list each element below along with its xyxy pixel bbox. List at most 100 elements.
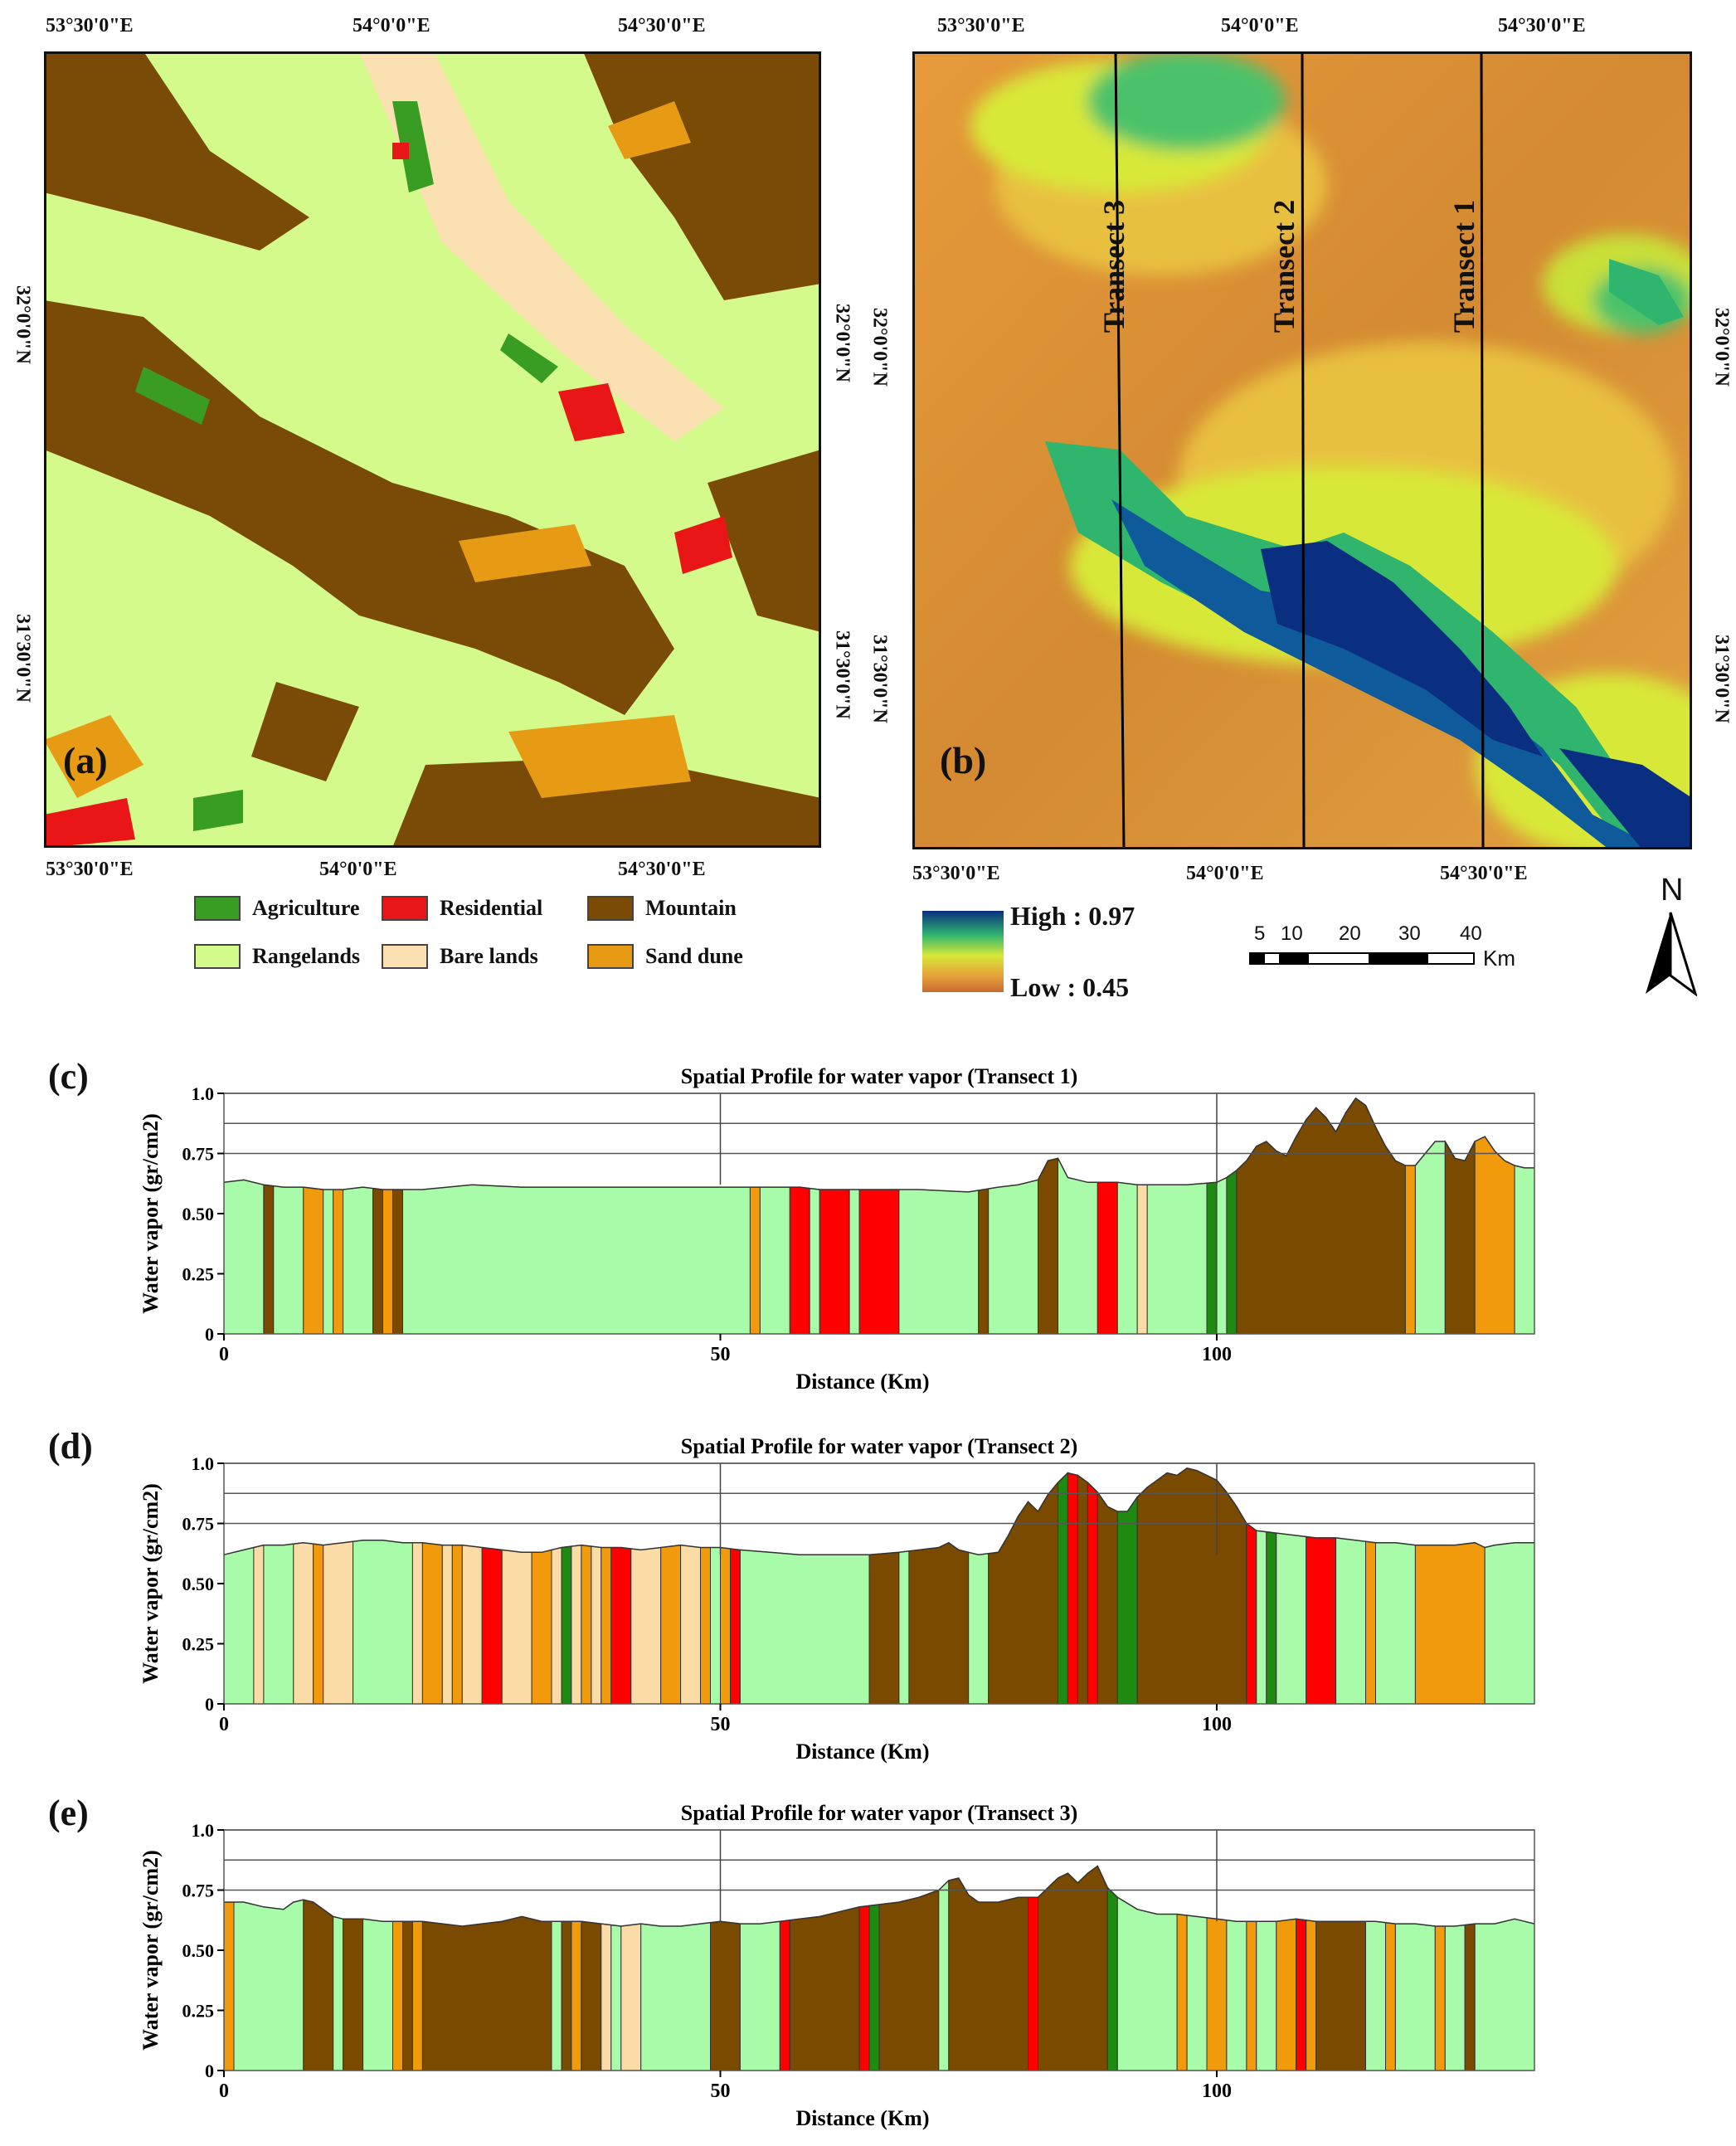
map-b-bottom-lon-tick-1: 53°30'0"E [912, 863, 1000, 884]
profile-segment-mountain [581, 1920, 602, 2071]
profile-line [223, 1467, 1534, 1555]
profile-segment-mountain [988, 1481, 1058, 1705]
chart-e-section-label: (e) [48, 1793, 89, 1833]
profile-segment-sand-dune [1306, 1920, 1317, 2071]
profile-segment-sand-dune [1385, 1922, 1396, 2071]
profile-segment-rangelands [551, 1920, 562, 2071]
profile-segment-residential [730, 1548, 741, 1705]
legend-rangelands: Rangelands [194, 944, 360, 969]
y-tick-label: 0 [205, 1694, 214, 1715]
profile-segment-agriculture [1206, 1181, 1218, 1335]
x-tick-label: 100 [1202, 1714, 1232, 1735]
profile-segment-bare-lands [1136, 1184, 1148, 1335]
x-axis-label: Distance (Km) [795, 1370, 929, 1394]
profile-segment-residential [819, 1189, 850, 1335]
legend-agriculture: Agriculture [194, 896, 360, 921]
legend-mountain-label: Mountain [645, 896, 737, 920]
profile-segment-sand-dune [571, 1920, 582, 2071]
chart-title: Spatial Profile for water vapor (Transec… [681, 1434, 1078, 1458]
y-tick-label: 1.0 [192, 1083, 215, 1104]
profile-segment-rangelands [1226, 1920, 1247, 2071]
profile-segment-residential [610, 1547, 632, 1705]
profile-segment-rangelands [739, 1920, 780, 2071]
legend-rangelands-swatch [194, 944, 241, 969]
profile-segment-sand-dune [1434, 1925, 1446, 2071]
profile-segment-residential [1067, 1472, 1078, 1705]
water-vapor-map [912, 51, 1692, 849]
profile-segment-rangelands [759, 1186, 790, 1335]
profile-segment-agriculture [868, 1904, 880, 2071]
profile-segment-mountain [1038, 1865, 1108, 2071]
profile-segment-sand-dune [581, 1545, 592, 1705]
legend-sand-dune-label: Sand dune [645, 944, 743, 968]
profile-segment-rangelands [1335, 1537, 1366, 1705]
profile-segment-sand-dune [531, 1549, 552, 1705]
x-axis-label: Distance (Km) [795, 2106, 929, 2130]
profile-segment-rangelands [809, 1188, 820, 1335]
profile-segment-rangelands [1216, 1176, 1228, 1335]
colorbar-low-label: Low : 0.45 [1010, 972, 1130, 1002]
profile-segment-rangelands [1146, 1182, 1208, 1335]
profile-segment-rangelands [1514, 1165, 1535, 1335]
profile-segment-sand-dune [700, 1547, 711, 1705]
profile-segment-rangelands [1394, 1923, 1436, 2071]
legend-residential: Residential [382, 896, 542, 921]
y-tick-label: 1.0 [192, 1453, 215, 1474]
north-arrow-icon [1646, 912, 1697, 997]
profile-segment-residential [1097, 1181, 1118, 1335]
legend-residential-label: Residential [440, 896, 543, 920]
profile-segment-sand-dune [223, 1901, 235, 2071]
map-b-top-lon-tick-1: 53°30'0"E [937, 15, 1025, 36]
y-tick-label: 0.50 [182, 1204, 215, 1224]
chart-d-section-label: (d) [48, 1426, 93, 1467]
profile-segment-sand-dune [1206, 1917, 1228, 2071]
chart-d-transect-2: Spatial Profile for water vapor (Transec… [139, 1434, 1535, 1764]
map-b-top-lon-tick-2: 54°0'0"E [1221, 15, 1299, 36]
profile-segment-rangelands [1116, 1896, 1178, 2071]
profile-segment-bare-lands [620, 1923, 642, 2071]
profile-segment-bare-lands [253, 1544, 265, 1705]
legend-residential-swatch [382, 896, 428, 921]
profile-segment-sand-dune [660, 1545, 682, 1705]
profile-segment-mountain [1315, 1920, 1366, 2071]
profile-segment-sand-dune [1365, 1540, 1376, 1705]
y-tick-label: 0.75 [182, 1881, 215, 1901]
scalebar-tick-10: 10 [1281, 922, 1303, 945]
map-a-bottom-lon-tick-2: 54°0'0"E [319, 859, 397, 880]
map-b-label: (b) [940, 739, 987, 781]
profile-segment-rangelands [1116, 1181, 1138, 1335]
profile-segment-sand-dune [392, 1920, 403, 2071]
profile-segment-rangelands [333, 1915, 344, 2071]
profile-segment-rangelands [710, 1547, 721, 1705]
map-a-bottom-lon-tick-1: 53°30'0"E [46, 859, 134, 880]
map-a-label: (a) [63, 739, 108, 781]
map-a-top-lon-tick-1: 53°30'0"E [46, 15, 134, 36]
profile-segment-rangelands [263, 1543, 294, 1705]
x-tick-label: 100 [1202, 2080, 1232, 2102]
profile-segment-sand-dune [1414, 1542, 1486, 1705]
profile-segment-sand-dune [421, 1542, 443, 1705]
map-b-top-lon-tick-3: 54°30'0"E [1498, 15, 1586, 36]
profile-segment-rangelands [640, 1922, 711, 2071]
transect-2-label: Transect 2 [1267, 199, 1301, 333]
map-b-right-lat-tick-2: 31°30'0"N [1710, 635, 1733, 723]
profile-segment-bare-lands [571, 1545, 582, 1705]
x-tick-label: 100 [1202, 1344, 1232, 1365]
y-tick-label: 0.50 [182, 1574, 215, 1594]
profile-segment-residential [1246, 1522, 1257, 1705]
profile-segment-rangelands [1276, 1532, 1307, 1705]
profile-segment-rangelands [223, 1179, 265, 1335]
profile-segment-residential [1087, 1482, 1098, 1705]
profile-segment-rangelands [223, 1546, 255, 1705]
map-a-right-lat-tick-1: 32°0'0"N [831, 304, 853, 382]
profile-segment-mountain [372, 1188, 383, 1335]
profile-segment-mountain [1136, 1467, 1247, 1705]
map-a-top-lon-tick-2: 54°0'0"E [353, 15, 430, 36]
transect-3-label: Transect 3 [1097, 199, 1131, 333]
scalebar-tick-30: 30 [1398, 922, 1421, 945]
profile-segment-residential [858, 1189, 900, 1335]
legend-sand-dune-swatch [587, 944, 634, 969]
profile-segment-mountain [710, 1920, 741, 2071]
lulc-map [44, 51, 821, 848]
scalebar-tick-20: 20 [1339, 922, 1361, 945]
